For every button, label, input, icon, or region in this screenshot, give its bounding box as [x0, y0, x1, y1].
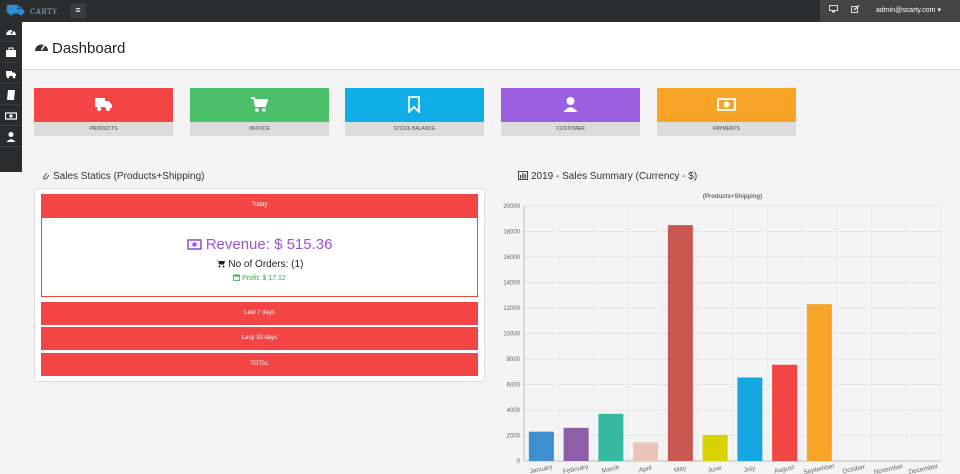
- user-icon: [563, 97, 578, 112]
- today-header[interactable]: Today: [41, 194, 478, 217]
- card-label: CUSTOMER: [501, 122, 640, 136]
- card-stock-balance[interactable]: STOCK BALANCE: [345, 88, 484, 136]
- card-label: INVOICE: [190, 122, 329, 136]
- profit-line: Profit: $ 17.12: [42, 274, 477, 282]
- sales-summary-chart: (Products+Shipping) 0 2000 4000 6000 8000 1000…: [503, 194, 942, 474]
- y-tick-label: 16000: [503, 255, 520, 261]
- cart-icon: [251, 97, 269, 112]
- cart-icon: [216, 260, 225, 268]
- book-icon: [7, 90, 15, 100]
- x-tick-label: December: [908, 463, 940, 474]
- bar-august: [772, 364, 798, 461]
- y-tick-label: 20000: [503, 204, 520, 210]
- x-tick-label: August: [774, 464, 795, 474]
- x-tick-label: March: [601, 464, 620, 474]
- bar-march: [598, 413, 624, 461]
- bar-january: [528, 431, 554, 461]
- card-label: PAYMENTS: [657, 122, 796, 136]
- page-header: Dashboard: [22, 22, 960, 70]
- briefcase-icon: [6, 47, 16, 57]
- user-menu[interactable]: admin@scarty.com ▾: [876, 6, 941, 14]
- profit-value: Profit: $ 17.12: [242, 275, 286, 282]
- side-nav: [0, 22, 22, 172]
- card-customer[interactable]: CUSTOMER: [501, 88, 640, 136]
- orders-value: No of Orders: (1): [228, 259, 304, 270]
- bookmark-icon: [408, 96, 420, 113]
- y-tick-label: 6000: [507, 383, 521, 389]
- sidebar-item-payments[interactable]: [0, 106, 22, 126]
- menu-toggle-button[interactable]: ≡: [70, 3, 86, 18]
- revenue-value: Revenue: $ 515.36: [205, 236, 333, 253]
- sales-statics-title-text: Sales Statics (Products+Shipping): [53, 171, 205, 182]
- sidebar-item-user[interactable]: [0, 127, 22, 147]
- y-tick-label: 12000: [503, 306, 520, 312]
- bar-february: [563, 427, 589, 461]
- card-products[interactable]: PRODUCTS: [34, 88, 173, 136]
- x-tick-label: September: [803, 463, 836, 474]
- y-tick-label: 0: [517, 459, 521, 465]
- bar-september: [806, 304, 832, 461]
- sidebar-item-book[interactable]: [0, 85, 22, 105]
- caret-down-icon: ▾: [937, 7, 941, 14]
- last-30-days-row[interactable]: Lasy 30 days: [41, 327, 478, 350]
- card-label: PRODUCTS: [34, 122, 173, 136]
- paperclip-icon: [43, 172, 50, 180]
- revenue-line: Revenue: $ 515.36: [42, 236, 477, 253]
- logo-text: CARTY: [30, 8, 58, 16]
- today-summary: Revenue: $ 515.36 No of Orders: (1) Prof…: [41, 217, 478, 297]
- sidebar-item-briefcase[interactable]: [0, 43, 22, 63]
- bar-may: [667, 225, 693, 461]
- x-tick-label: January: [529, 464, 554, 474]
- money-icon: [5, 112, 17, 120]
- x-tick-label: November: [873, 463, 905, 474]
- y-tick-label: 10000: [503, 332, 520, 338]
- sales-statics-panel: Today Revenue: $ 515.36 No of Orders: (1…: [34, 188, 485, 382]
- y-tick-label: 4000: [507, 408, 521, 414]
- cart-logo-icon: ⛟: [6, 1, 25, 19]
- monitor-icon[interactable]: [828, 5, 838, 15]
- y-tick-label: 14000: [503, 281, 520, 287]
- sales-summary-title: 2019 - Sales Summary (Currency - $): [518, 171, 697, 182]
- user-icon: [6, 132, 16, 142]
- dashboard-icon: [6, 29, 16, 35]
- dashboard-icon: [35, 44, 48, 51]
- sales-summary-title-text: 2019 - Sales Summary (Currency - $): [531, 171, 698, 182]
- page-title: Dashboard: [52, 40, 126, 57]
- y-tick-label: 2000: [507, 434, 521, 440]
- x-tick-label: February: [562, 463, 590, 474]
- x-tick-label: April: [638, 465, 653, 474]
- bar-chart-icon: [518, 171, 528, 180]
- x-tick-label: June: [707, 465, 723, 474]
- top-right-panel: admin@scarty.com ▾: [820, 0, 960, 22]
- sidebar-item-truck[interactable]: [0, 64, 22, 84]
- total-row[interactable]: TOTAL: [41, 353, 478, 376]
- chart-title: (Products+Shipping): [703, 194, 762, 200]
- y-tick-label: 18000: [503, 230, 520, 236]
- last-7-days-row[interactable]: Last 7 days: [41, 302, 478, 325]
- card-payments[interactable]: PAYMENTS: [657, 88, 796, 136]
- sales-statics-title: Sales Statics (Products+Shipping): [42, 171, 204, 182]
- money-icon: [717, 98, 736, 111]
- bar-june: [702, 434, 728, 461]
- x-tick-label: May: [673, 465, 687, 474]
- edit-icon[interactable]: [850, 4, 860, 15]
- calendar-icon: [233, 274, 241, 281]
- app-logo[interactable]: ⛟ CARTY: [6, 1, 58, 21]
- hamburger-icon: ≡: [75, 5, 81, 15]
- truck-icon: [6, 71, 16, 79]
- x-tick-label: July: [743, 465, 756, 474]
- card-label: STOCK BALANCE: [345, 122, 484, 136]
- orders-line: No of Orders: (1): [42, 259, 477, 270]
- user-email: admin@scarty.com: [876, 7, 936, 14]
- x-tick-label: October: [842, 464, 867, 474]
- bar-april: [633, 442, 659, 461]
- truck-icon: [95, 98, 112, 112]
- top-bar: ⛟ CARTY ≡ admin@scarty.com ▾: [0, 0, 960, 22]
- bar-july: [737, 377, 763, 461]
- y-tick-label: 8000: [507, 357, 521, 363]
- card-invoice[interactable]: INVOICE: [190, 88, 329, 136]
- money-icon: [186, 239, 202, 250]
- sidebar-item-dashboard[interactable]: [0, 22, 22, 42]
